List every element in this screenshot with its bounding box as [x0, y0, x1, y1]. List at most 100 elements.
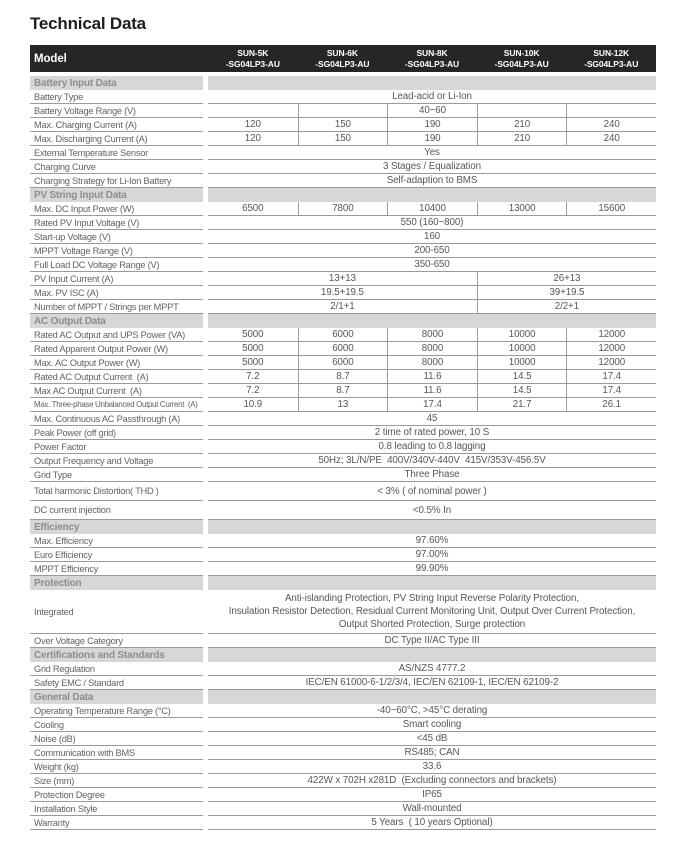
- table-row: Protection Degree IP65: [30, 788, 656, 802]
- row-value-cell: 17.4: [387, 398, 477, 412]
- section-fill: [208, 648, 656, 662]
- row-value: Smart cooling: [208, 718, 656, 732]
- section-header: PV String Input Data: [30, 188, 656, 202]
- table-row: Rated AC Output and UPS Power (VA) 5000 60…: [30, 328, 656, 342]
- table-row: MPPT Voltage Range (V) 200-650: [30, 244, 656, 258]
- section-gap: [203, 188, 208, 202]
- row-label: Max. Discharging Current (A): [30, 132, 203, 146]
- row-value-cell: 120: [208, 118, 298, 132]
- row-label: Grid Type: [30, 468, 203, 482]
- model-suffix: -SG04LP3-AU: [315, 58, 370, 69]
- row-value-cell: 10.9: [208, 398, 298, 412]
- row-value-left: 2/1+1: [208, 300, 477, 314]
- row-value-cell: [566, 104, 656, 118]
- row-value: DC Type II/AC Type III: [208, 634, 656, 648]
- table-body: Battery Input Data Battery Type Lead-acid …: [30, 76, 656, 830]
- table-row: Peak Power (off grid) 2 time of rated pow…: [30, 426, 656, 440]
- row-value-cell: 12000: [566, 356, 656, 370]
- row-label: Euro Efficiency: [30, 548, 203, 562]
- section-title: Battery Input Data: [30, 76, 203, 90]
- section-title: PV String Input Data: [30, 188, 203, 202]
- table-row: Size (mm) 422W x 702H x281D (Excluding co…: [30, 774, 656, 788]
- row-label: DC current injection: [30, 501, 203, 520]
- row-value: 99.90%: [208, 562, 656, 576]
- table-row: Rated Apparent Output Power (W) 5000 6000 8…: [30, 342, 656, 356]
- row-value-cell: 8000: [387, 356, 477, 370]
- table-row: Rated AC Output Current (A) 7.2 8.7 11.6 14.…: [30, 370, 656, 384]
- row-value: 97.60%: [208, 534, 656, 548]
- row-value-cell: 8.7: [297, 370, 388, 384]
- row-value-cell: 6000: [297, 356, 388, 370]
- row-value-cell: 190: [387, 132, 477, 146]
- table-row: Full Load DC Voltage Range (V) 350-650: [30, 258, 656, 272]
- row-value: Wall-mounted: [208, 802, 656, 816]
- section-gap: [203, 648, 208, 662]
- table-row: Warranty 5 Years ( 10 years Optional): [30, 816, 656, 830]
- row-value: 45: [208, 412, 656, 426]
- model-suffix: -SG04LP3-AU: [584, 58, 639, 69]
- row-value-cell: 13000: [476, 202, 567, 216]
- section-title: General Data: [30, 690, 203, 704]
- row-value-cell: 14.5: [476, 370, 567, 384]
- table-row: DC current injection <0.5% In: [30, 501, 656, 520]
- table-row: Max. Charging Current (A) 120 150 190 210 240: [30, 118, 656, 132]
- row-label: Operating Temperature Range (°C): [30, 704, 203, 718]
- table-row: Integrated Anti-islanding Protection, PV …: [30, 590, 656, 634]
- row-value-cell: 21.7: [476, 398, 567, 412]
- row-label: Weight (kg): [30, 760, 203, 774]
- model-column-header: SUN-5K -SG04LP3-AU: [208, 45, 298, 72]
- section-fill: [208, 576, 656, 590]
- row-value-right: 26+13: [476, 272, 656, 286]
- row-value-cell: 5000: [208, 328, 298, 342]
- row-label: Cooling: [30, 718, 203, 732]
- row-value: < 3% ( of nominal power ): [208, 482, 656, 501]
- table-row: Charging Curve 3 Stages / Equalization: [30, 160, 656, 174]
- table-row: Grid Regulation AS/NZS 4777.2: [30, 662, 656, 676]
- table-row: Max. Continuous AC Passthrough (A) 45: [30, 412, 656, 426]
- section-gap: [203, 576, 208, 590]
- row-label: Output Frequency and Voltage: [30, 454, 203, 468]
- row-label: Power Factor: [30, 440, 203, 454]
- row-value: Yes: [208, 146, 656, 160]
- row-value-cell: 8000: [387, 342, 477, 356]
- row-label: Rated AC Output and UPS Power (VA): [30, 328, 203, 342]
- table-row: Weight (kg) 33.6: [30, 760, 656, 774]
- row-value-cell: [476, 104, 567, 118]
- table-row: Installation Style Wall-mounted: [30, 802, 656, 816]
- table-row: Max. AC Output Power (W) 5000 6000 8000 1000…: [30, 356, 656, 370]
- section-title: Efficiency: [30, 520, 203, 534]
- model-name: SUN-8K: [416, 47, 448, 58]
- table-row: Safety EMC / Standard IEC/EN 61000-6-1/2/…: [30, 676, 656, 690]
- row-value-cell: 12000: [566, 328, 656, 342]
- row-label: Warranty: [30, 816, 203, 830]
- section-gap: [203, 690, 208, 704]
- model-column-header: SUN-8K -SG04LP3-AU: [387, 45, 477, 72]
- row-value: 5 Years ( 10 years Optional): [208, 816, 656, 830]
- row-value: 200-650: [208, 244, 656, 258]
- section-title: Protection: [30, 576, 203, 590]
- row-value-cell: 150: [297, 132, 388, 146]
- model-header-label: Model: [34, 52, 67, 65]
- section-fill: [208, 76, 656, 90]
- section-fill: [208, 520, 656, 534]
- row-value-cell: 13: [297, 398, 388, 412]
- row-value-cell: 120: [208, 132, 298, 146]
- section-gap: [203, 520, 208, 534]
- table-row: MPPT Efficiency 99.90%: [30, 562, 656, 576]
- row-label: Rated AC Output Current (A): [30, 370, 203, 384]
- table-row: Total harmonic Distortion( THD ) < 3% ( o…: [30, 482, 656, 501]
- row-value-cell: 10400: [387, 202, 477, 216]
- row-label: Total harmonic Distortion( THD ): [30, 482, 203, 501]
- model-suffix: -SG04LP3-AU: [225, 58, 280, 69]
- table-row: Max. Efficiency 97.60%: [30, 534, 656, 548]
- table-row: PV Input Current (A) 13+13 26+13: [30, 272, 656, 286]
- row-value-cell: 11.6: [387, 384, 477, 398]
- row-value-cell: [297, 104, 388, 118]
- table-row: Start-up Voltage (V) 160: [30, 230, 656, 244]
- row-value: -40~60°C, >45°C derating: [208, 704, 656, 718]
- row-label: Max. DC Input Power (W): [30, 202, 203, 216]
- row-value-cell: 10000: [476, 328, 567, 342]
- row-label: Over Voltage Category: [30, 634, 203, 648]
- row-value-cell: 7.2: [208, 384, 298, 398]
- row-label: MPPT Voltage Range (V): [30, 244, 203, 258]
